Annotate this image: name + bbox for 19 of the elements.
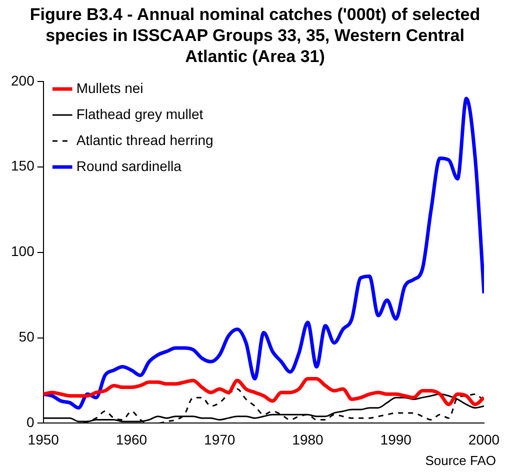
x-tick-label: 1950 [28,431,60,448]
legend-label: Mullets nei [76,80,144,96]
x-tick-label: 1990 [380,431,412,448]
legend-label: Atlantic thread herring [76,132,214,148]
y-tick-label: 0 [26,414,35,430]
y-tick-label: 100 [11,243,35,260]
x-tick-label: 1980 [292,431,324,448]
line-series [43,96,484,410]
y-tick-label: 150 [11,158,35,174]
x-tick-label: 2000 [468,431,500,448]
x-tick-label: 1960 [116,431,148,448]
chart-title: Figure B3.4 - Annual nominal catches ('000t) of selected species in ISSCAAP Groups 33, 35, Western Central Atlantic (Area 31) [28,4,482,67]
source-note: Source FAO [425,453,496,468]
legend-label: Round sardinella [76,158,182,174]
legend-label: Flathead grey mullet [76,106,204,122]
line-series [43,377,484,406]
y-tick-label: 50 [18,328,35,345]
x-tick-label: 1970 [204,431,236,448]
y-tick-label: 200 [11,72,35,88]
